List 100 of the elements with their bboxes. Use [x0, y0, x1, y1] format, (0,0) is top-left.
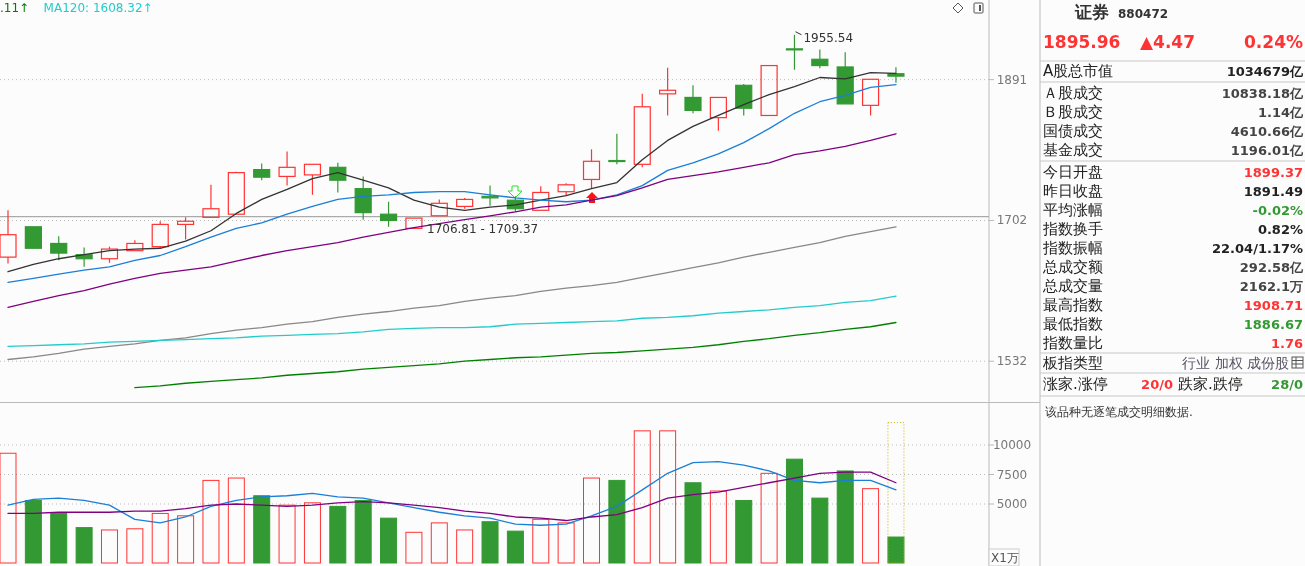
category-label: 板指类型 [1042, 354, 1103, 372]
candlestick [557, 182, 575, 197]
bar [0, 452, 17, 564]
text: 1891.49 [1243, 184, 1303, 199]
bar [405, 531, 423, 564]
category-label: 昨日收盘 [1043, 182, 1103, 200]
bar [227, 477, 245, 564]
category-label: 指数振幅 [1042, 239, 1103, 257]
line-series [7, 133, 897, 308]
category-label: 今日开盘 [1043, 163, 1103, 181]
bar [75, 527, 93, 564]
bar [151, 512, 169, 564]
candlestick [278, 150, 296, 187]
bar [785, 458, 803, 564]
annotation: 1955.54 [803, 30, 854, 45]
category-label: 最高指数 [1043, 296, 1103, 314]
text: 1895.96 [1043, 32, 1121, 52]
bar [659, 430, 677, 564]
bar [253, 495, 271, 564]
text: 1034679亿 [1226, 64, 1303, 79]
bar [684, 482, 702, 564]
bar [100, 529, 118, 564]
candlestick [887, 66, 905, 84]
text: 1196.01亿 [1230, 143, 1303, 158]
candlestick [481, 184, 499, 207]
bar [430, 522, 448, 564]
bar [303, 502, 321, 564]
candlestick [608, 133, 626, 165]
text: 22.04/1.17% [1212, 241, 1303, 256]
line-series [134, 321, 897, 389]
text: -0.02% [1252, 203, 1303, 218]
annotation: .11↑ [0, 1, 30, 15]
category-label: 总成交额 [1042, 258, 1103, 276]
text: 292.58亿 [1239, 260, 1303, 275]
annotation: 1706.81 - 1709.37 [427, 221, 539, 236]
bar [354, 499, 372, 564]
candlestick [0, 209, 17, 265]
bar [177, 515, 195, 564]
y-tick-label: 7500 [996, 467, 1028, 482]
bar [836, 470, 854, 564]
category-label: A股总市值 [1043, 62, 1114, 80]
y-tick-label: 5000 [996, 497, 1028, 511]
y-tick-label: 1891 [996, 72, 1028, 87]
bar [887, 422, 905, 564]
line-series [7, 226, 897, 361]
category-label: 国债成交 [1043, 122, 1103, 140]
category-label: 指数量比 [1042, 334, 1103, 352]
text: 1899.37 [1243, 165, 1303, 180]
text: 1908.71 [1243, 298, 1303, 313]
bar [557, 522, 575, 564]
bar [608, 479, 626, 564]
category-label: 涨家.涨停 [1043, 375, 1108, 393]
text: 证券 [1074, 2, 1109, 22]
text: 1.76 [1270, 336, 1303, 351]
text: 2162.1万 [1239, 279, 1303, 294]
bar [329, 505, 347, 564]
line-series [7, 460, 897, 526]
category-label: Ａ股成交 [1043, 84, 1103, 102]
candlestick [659, 67, 677, 117]
bar [380, 517, 398, 564]
bar [506, 530, 524, 564]
text: ▲4.47 [1140, 32, 1196, 52]
text: 0.82% [1257, 222, 1303, 237]
text: 28/0 [1271, 377, 1303, 392]
text: 行业 加权 成份股 [1182, 355, 1289, 371]
bar [709, 490, 727, 564]
category-label: 平均涨幅 [1043, 201, 1103, 219]
text: 880472 [1118, 7, 1169, 21]
line-series [7, 471, 897, 522]
line-series [7, 295, 897, 348]
bar [126, 528, 144, 564]
candlestick [684, 84, 702, 114]
text: 1.14亿 [1257, 105, 1303, 120]
bar [887, 536, 905, 564]
bar [50, 512, 68, 564]
category-label: Ｂ股成交 [1043, 103, 1103, 121]
bar [760, 472, 778, 564]
bar [735, 499, 753, 564]
bar [532, 518, 550, 564]
text: X1万 [991, 551, 1019, 565]
bar [862, 488, 880, 564]
text: 20/0 [1141, 377, 1173, 392]
bar [633, 430, 651, 564]
text: 1886.67 [1243, 317, 1303, 332]
bar [481, 521, 499, 564]
y-tick-label: 1702 [996, 213, 1028, 228]
annotation: MA120: 1608.32↑ [43, 1, 153, 15]
category-label: 基金成交 [1043, 141, 1103, 159]
category-label: 最低指数 [1043, 315, 1103, 333]
bar [811, 497, 829, 564]
text: 该品种无逐笔成交明细数据. [1045, 405, 1193, 419]
y-tick-label: 1532 [996, 354, 1028, 369]
bar [202, 479, 220, 564]
text: 10838.18亿 [1221, 86, 1303, 101]
bar [456, 529, 474, 564]
text: 4610.66亿 [1230, 124, 1303, 139]
category-label: 指数换手 [1042, 220, 1103, 238]
bar [583, 477, 601, 564]
y-tick-label: 10000 [992, 438, 1032, 453]
bar [278, 504, 296, 564]
